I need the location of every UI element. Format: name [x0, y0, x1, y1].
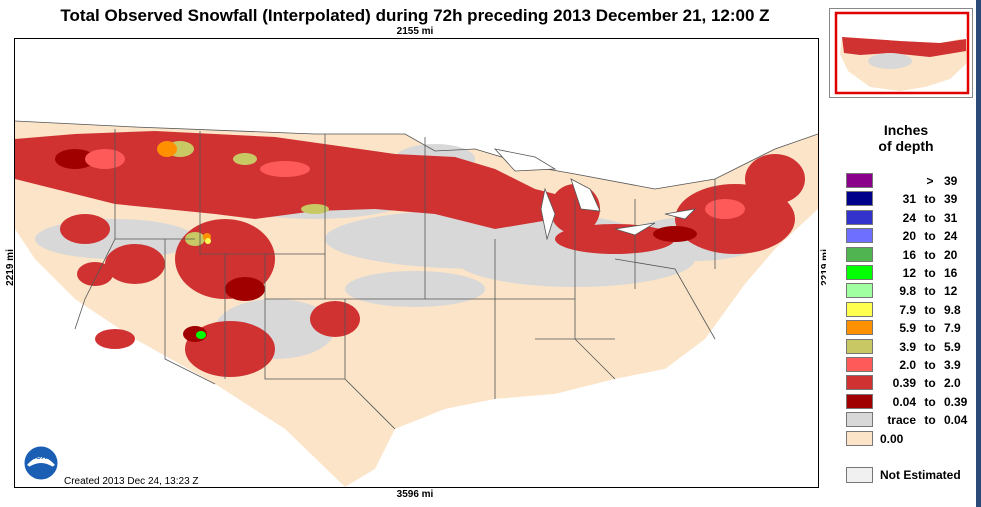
- legend-high: 9.8: [944, 302, 961, 317]
- legend-item: 2.0 to 3.9: [846, 356, 976, 373]
- not-estimated-label: Not Estimated: [880, 468, 961, 482]
- snow-green-areas: [196, 331, 206, 339]
- legend-high: 7.9: [944, 321, 961, 336]
- legend-to: to: [924, 210, 936, 225]
- legend-low: 31: [902, 192, 916, 207]
- legend-swatch: [846, 209, 873, 225]
- great-lakes: [493, 148, 697, 241]
- legend-high: 0.39: [944, 394, 968, 409]
- gulf-water: [345, 369, 715, 487]
- map-canvas: [15, 39, 818, 487]
- legend-swatch: [846, 301, 873, 317]
- legend-to: to: [924, 376, 936, 391]
- legend-low: 5.9: [899, 321, 916, 336]
- legend-item: 31 to 39: [846, 190, 976, 207]
- distance-top-label: 2155 mi: [396, 26, 434, 37]
- map-title: Total Observed Snowfall (Interpolated) d…: [60, 6, 770, 25]
- legend-item: 5.9 to 7.9: [846, 319, 976, 336]
- legend-to: to: [924, 339, 936, 354]
- legend-high: 16: [944, 266, 958, 280]
- mexico-area: [75, 329, 345, 487]
- legend-low: 24: [902, 210, 916, 225]
- legend-high: 39: [944, 174, 958, 188]
- legend-to: to: [924, 321, 936, 336]
- legend-to: to: [924, 358, 936, 372]
- snow-darkred-areas: [55, 149, 697, 342]
- legend-low: 0.04: [892, 394, 916, 409]
- legend-swatch: [846, 393, 873, 409]
- legend-low: 2.0: [899, 358, 916, 372]
- window-edge: [976, 0, 981, 507]
- legend-to: to: [924, 247, 936, 262]
- legend-item: 0.04 to 0.39: [846, 393, 976, 410]
- created-timestamp: Created 2013 Dec 24, 13:23 Z: [64, 476, 199, 487]
- legend-value: 0.00: [880, 431, 904, 446]
- legend-swatch: [846, 338, 873, 354]
- legend-swatch: [846, 412, 873, 428]
- legend-swatch: [846, 173, 873, 188]
- svg-text:NOAA: NOAA: [31, 454, 52, 461]
- snow-light-areas: [85, 149, 745, 219]
- legend-item: 0.00: [846, 430, 976, 447]
- legend-low: 0.39: [892, 376, 916, 391]
- legend-item: 12 to 16: [846, 264, 976, 281]
- legend-item: 0.39 to 2.0: [846, 374, 976, 391]
- legend-item: 20 to 24: [846, 227, 976, 244]
- legend-item: 7.9 to 9.8: [846, 301, 976, 318]
- legend-high: 3.9: [944, 358, 961, 372]
- legend-to: to: [924, 266, 936, 280]
- canada-area: [15, 39, 818, 189]
- distance-bottom-label: 3596 mi: [396, 489, 434, 500]
- legend-high: 39: [944, 192, 958, 207]
- legend-item: 3.9 to 5.9: [846, 338, 976, 355]
- legend-high: 5.9: [944, 339, 961, 354]
- legend-low: 9.8: [899, 284, 916, 299]
- legend-item: 24 to 31: [846, 209, 976, 226]
- legend-low: 3.9: [899, 339, 916, 354]
- legend-title-line2: of depth: [878, 138, 934, 154]
- noaa-logo-icon: NOAA: [23, 445, 59, 481]
- legend-high: 2.0: [944, 376, 961, 391]
- legend-high: 20: [944, 247, 958, 262]
- legend-title-line1: Inches: [883, 122, 929, 138]
- legend-prefix: >: [926, 174, 934, 188]
- legend-swatch: [846, 191, 873, 207]
- legend-item: >39: [846, 172, 976, 189]
- legend-low: 20: [902, 229, 916, 244]
- legend-high: 12: [944, 284, 958, 299]
- legend-to: to: [924, 302, 936, 317]
- legend-swatch: [846, 375, 873, 391]
- legend-high: 31: [944, 210, 958, 225]
- legend-to: to: [924, 413, 936, 428]
- legend-low: 7.9: [899, 302, 916, 317]
- legend-to: to: [924, 394, 936, 409]
- snowfall-map[interactable]: [14, 38, 819, 488]
- snow-yellow-areas: [205, 238, 211, 244]
- legend-low: 16: [902, 247, 916, 262]
- legend-low: 12: [902, 266, 916, 280]
- legend-swatch: [846, 357, 873, 372]
- not-estimated-swatch: [846, 467, 873, 483]
- legend-to: to: [924, 229, 936, 244]
- overview-inset-map[interactable]: [829, 8, 973, 98]
- legend-swatch: [846, 320, 873, 336]
- legend-item: 9.8 to 12: [846, 282, 976, 299]
- inset-highlight-box: [834, 11, 970, 95]
- legend-swatch: [846, 283, 873, 299]
- legend-swatch: [846, 430, 873, 446]
- legend-low: trace: [887, 413, 916, 428]
- legend-high: 24: [944, 229, 958, 244]
- legend-to: to: [924, 192, 936, 207]
- legend-swatch: [846, 265, 873, 280]
- legend-swatch: [846, 228, 873, 244]
- legend-item: 16 to 20: [846, 246, 976, 263]
- legend-swatch: [846, 246, 873, 262]
- legend-item: trace to 0.04: [846, 411, 976, 428]
- legend-high: 0.04: [944, 413, 968, 428]
- legend-title: Inches of depth: [836, 122, 976, 154]
- legend-to: to: [924, 284, 936, 299]
